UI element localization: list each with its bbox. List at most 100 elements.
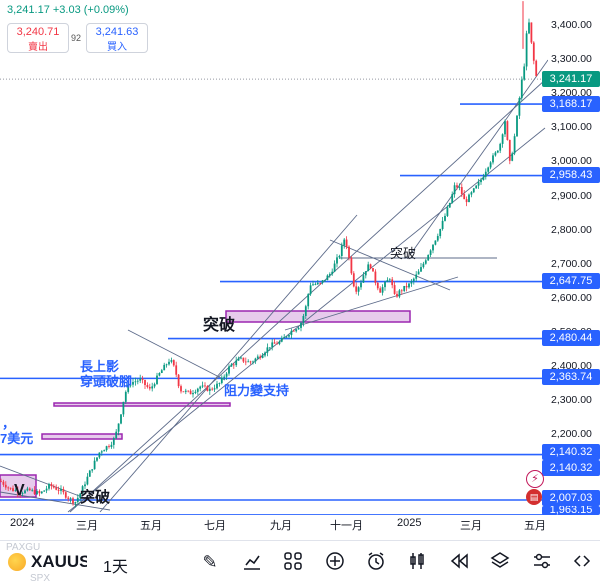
- candle-body: [444, 215, 446, 221]
- candle-body: [355, 286, 358, 292]
- candle-body: [496, 150, 499, 153]
- annotation-left-cut-2: 7美元: [0, 431, 34, 446]
- candle-body: [16, 490, 19, 494]
- candle-body: [297, 327, 300, 330]
- indicator-chart-icon[interactable]: [240, 551, 264, 573]
- candle-body: [14, 490, 17, 492]
- symbol-selector[interactable]: XAUUSD: [31, 552, 87, 571]
- candle-body: [220, 377, 223, 384]
- candle-body: [244, 361, 247, 363]
- candle-body: [249, 361, 252, 363]
- price-change-header: 3,241.17 +3.03 (+0.09%): [7, 4, 129, 16]
- candle-body: [177, 374, 180, 387]
- candle-body: [268, 347, 271, 349]
- candle-body: [45, 488, 48, 491]
- candle-body: [436, 236, 439, 241]
- candle-body: [91, 469, 94, 471]
- candle-body: [499, 143, 502, 151]
- candle-body: [372, 268, 374, 272]
- candle-body: [168, 361, 170, 365]
- trend-line: [409, 59, 548, 256]
- candle-body: [376, 282, 379, 289]
- price-tick-label: 3,000.00: [551, 155, 592, 168]
- candle-body: [187, 390, 190, 392]
- highlight-zone: [53, 402, 231, 407]
- lightning-icon[interactable]: ⚡: [526, 470, 544, 488]
- candle-body: [484, 171, 487, 177]
- candle-body: [532, 42, 535, 61]
- more-arrows-icon[interactable]: [570, 551, 594, 573]
- price-chart[interactable]: [0, 0, 548, 515]
- candle-body: [494, 152, 497, 156]
- candle-body: [506, 121, 509, 140]
- sell-button[interactable]: 3,240.71 賣出: [7, 23, 69, 53]
- candle-body: [417, 271, 420, 275]
- candle-body: [530, 22, 533, 43]
- candle-body: [271, 342, 274, 348]
- candle-body: [508, 139, 511, 161]
- candle-body: [415, 274, 418, 279]
- candle-body: [343, 239, 346, 246]
- candle-body: [81, 486, 84, 494]
- interval-selector[interactable]: 1天: [103, 559, 128, 576]
- candle-body: [252, 361, 254, 363]
- candle-body: [232, 364, 235, 366]
- candle-body: [400, 290, 403, 292]
- settings-sliders-icon[interactable]: [530, 551, 554, 573]
- candle-body: [391, 279, 394, 286]
- add-circle-icon[interactable]: [323, 551, 347, 573]
- candle-body: [84, 484, 86, 487]
- symbol-ghost-bottom: SPX: [30, 573, 51, 584]
- time-tick-label: 三月: [460, 520, 482, 532]
- layout-grid-icon[interactable]: [281, 551, 305, 573]
- candle-body: [216, 383, 218, 389]
- symbol-ghost-top: PAXGU: [6, 542, 41, 553]
- candle-body: [204, 385, 206, 387]
- buy-button[interactable]: 3,241.63 買入: [86, 23, 148, 53]
- candle-body: [129, 384, 132, 386]
- layers-icon[interactable]: [488, 551, 512, 573]
- flag-icon[interactable]: ▤: [526, 489, 542, 505]
- candle-body: [160, 370, 163, 373]
- candle-body: [261, 355, 264, 358]
- candle-body: [9, 487, 12, 489]
- candle-body: [151, 386, 154, 389]
- settings-sliders-svg: [534, 553, 550, 569]
- candle-body: [511, 153, 514, 161]
- candle-body: [86, 476, 89, 485]
- alarm-clock-icon[interactable]: [364, 551, 388, 573]
- candle-body: [98, 452, 101, 458]
- indicator-chart-svg: [244, 555, 260, 570]
- candle-body: [208, 388, 211, 391]
- candle-body: [535, 60, 538, 76]
- candle-body: [122, 401, 125, 415]
- candle-body: [242, 357, 245, 362]
- replay-icon[interactable]: [447, 551, 471, 573]
- candle-body: [429, 250, 432, 255]
- candle-body: [288, 335, 290, 337]
- candle-body: [470, 192, 473, 195]
- candles-icon[interactable]: [405, 551, 429, 573]
- candle-body: [276, 343, 278, 345]
- pen-icon[interactable]: ✎: [202, 552, 218, 572]
- candle-body: [434, 240, 437, 245]
- candle-body: [300, 322, 302, 328]
- candle-body: [316, 282, 319, 285]
- candle-body: [456, 185, 458, 188]
- level-tag-1963: 1,963.15: [542, 506, 600, 515]
- candle-body: [319, 282, 322, 284]
- candle-body: [492, 155, 494, 163]
- candle-body: [26, 488, 29, 491]
- price-tick-label: 3,300.00: [551, 53, 592, 66]
- candle-body: [408, 283, 410, 288]
- candle-body: [367, 264, 370, 272]
- candle-body: [237, 358, 240, 361]
- candle-body: [333, 263, 336, 272]
- candle-body: [516, 115, 518, 137]
- candle-body: [165, 364, 168, 366]
- candle-body: [309, 285, 312, 295]
- candle-body: [93, 460, 96, 470]
- candle-body: [189, 390, 192, 395]
- candle-body: [43, 490, 46, 492]
- candle-body: [105, 446, 108, 451]
